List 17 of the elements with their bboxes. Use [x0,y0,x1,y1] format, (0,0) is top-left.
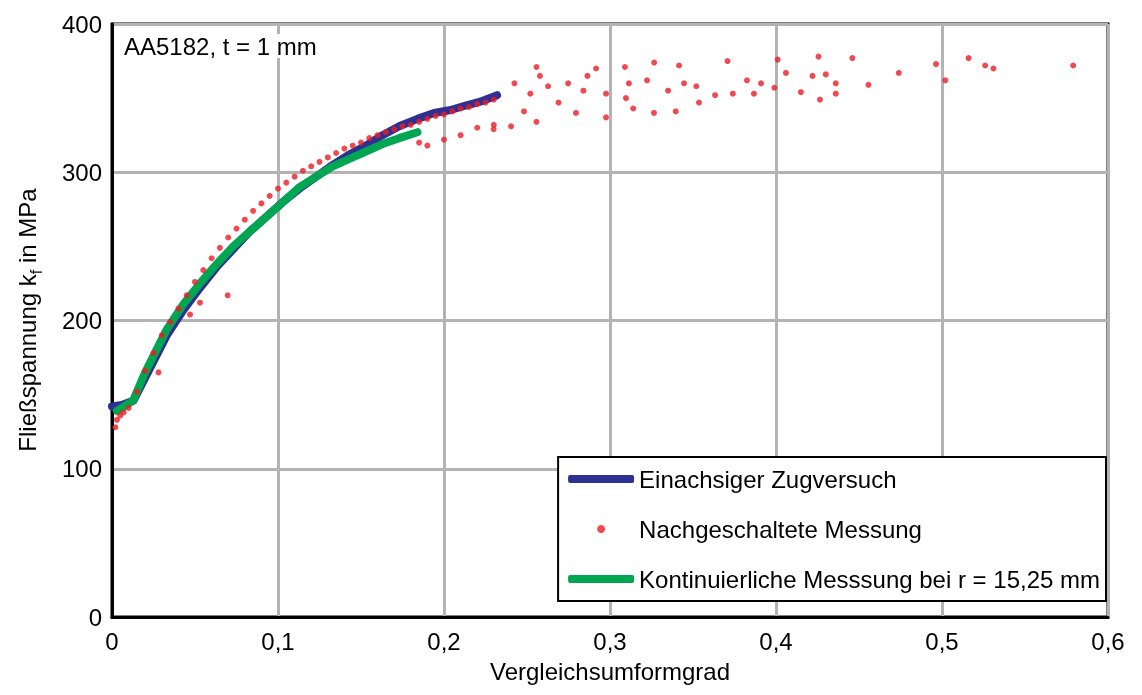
x-tick-label: 0,4 [759,627,793,655]
legend-label: Nachgeschaltete Messung [639,515,922,543]
y-tick-label: 100 [61,455,102,483]
x-tick-label: 0,5 [925,627,959,655]
y-tick-label: 0 [88,603,102,631]
x-tick-label: 0,2 [427,627,461,655]
x-tick-label: 0,6 [1091,627,1125,655]
annotation: AA5182, t = 1 mm [124,32,317,60]
legend-label: Einachsiger Zugversuch [639,465,897,493]
x-tick-label: 0,1 [261,627,295,655]
y-tick-label: 200 [61,307,102,334]
x-axis-title: Vergleichsumformgrad [489,657,731,685]
x-tick-label: 0 [105,627,119,655]
x-tick-label: 0,3 [593,627,627,655]
y-tick-label: 400 [61,10,102,38]
y-tick-label: 300 [61,158,102,186]
legend-label: Kontinuierliche Messsung bei r = 15,25 mm [639,565,1101,593]
